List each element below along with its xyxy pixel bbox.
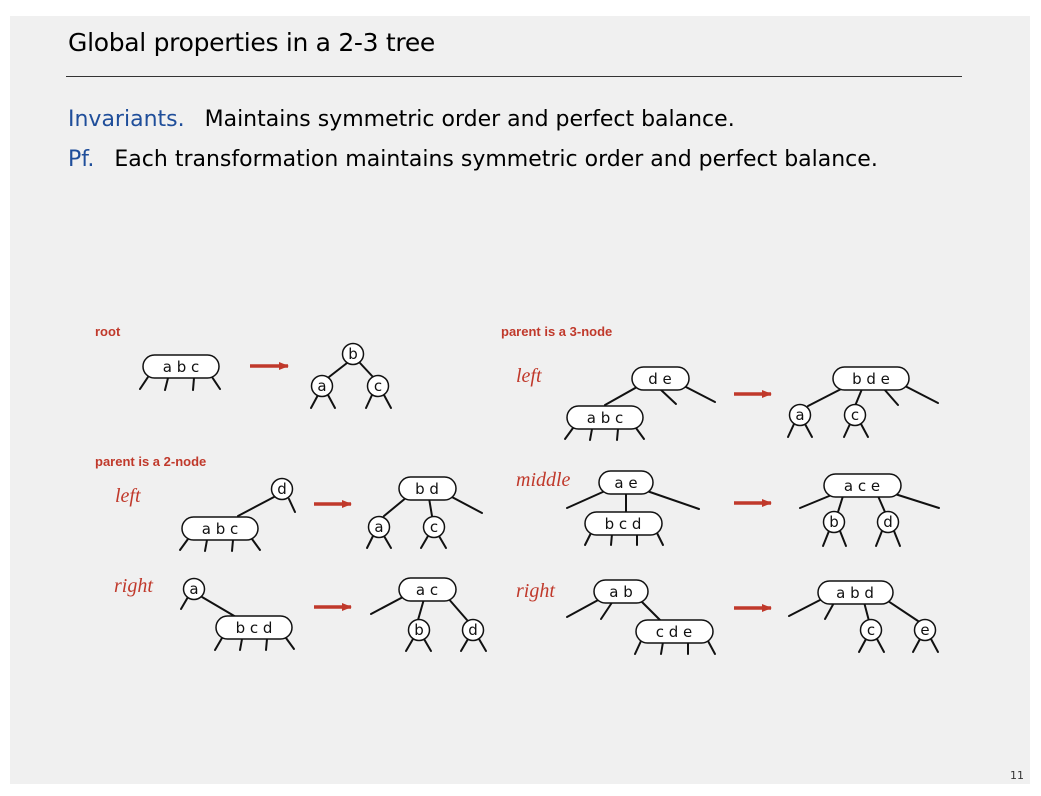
node-label: a b (609, 583, 632, 601)
node-label: a b c (587, 409, 624, 427)
node-label: d (468, 621, 478, 639)
page-number: 11 (1010, 769, 1024, 782)
tree-nodes (142, 342, 937, 644)
node-label: c d e (656, 623, 693, 641)
case-right-3node: right (516, 580, 555, 602)
slide-background (10, 16, 1030, 784)
node-label: a b c (163, 358, 200, 376)
heading-parent-3-node: parent is a 3-node (501, 324, 612, 339)
node-label: b (829, 513, 839, 531)
case-left-2node: left (115, 485, 141, 507)
node-label: a (317, 377, 326, 395)
proof-label: Pf. (68, 147, 95, 172)
node-label: b (414, 621, 424, 639)
heading-parent-2-node: parent is a 2-node (95, 454, 206, 469)
node-label: e (920, 621, 929, 639)
invariants-label: Invariants. (68, 107, 185, 132)
node-label: b (348, 345, 358, 363)
node-label: c (430, 518, 438, 536)
node-label: b c d (605, 515, 642, 533)
node-label: a (795, 406, 804, 424)
case-middle-3node: middle (516, 469, 571, 491)
case-right-2node: right (114, 575, 153, 597)
node-label: d (883, 513, 893, 531)
invariants-line: Invariants. Maintains symmetric order and… (68, 107, 735, 132)
invariants-text: Maintains symmetric order and perfect ba… (204, 107, 735, 132)
node-label: b c d (236, 619, 273, 637)
node-label: b d e (852, 370, 890, 388)
case-left-3node: left (516, 365, 542, 387)
node-label: a e (614, 474, 637, 492)
node-label: a b c (202, 520, 239, 538)
proof-line: Pf. Each transformation maintains symmetr… (68, 147, 878, 172)
proof-text: Each transformation maintains symmetric … (114, 147, 878, 172)
node-label: d (277, 480, 287, 498)
node-label: a (189, 580, 198, 598)
node-label: d e (648, 370, 672, 388)
transform-arrows (250, 362, 772, 612)
title-divider (66, 76, 962, 77)
node-label: a b d (836, 584, 874, 602)
node-label: c (851, 406, 859, 424)
node-label: a (374, 518, 383, 536)
slide-title: Global properties in a 2-3 tree (68, 28, 435, 57)
node-label: c (374, 377, 382, 395)
node-label: b d (415, 480, 439, 498)
node-label: a c e (844, 477, 880, 495)
node-label: c (867, 621, 875, 639)
node-label: a c (416, 581, 438, 599)
heading-root: root (95, 324, 121, 339)
tree-edges (139, 362, 940, 655)
